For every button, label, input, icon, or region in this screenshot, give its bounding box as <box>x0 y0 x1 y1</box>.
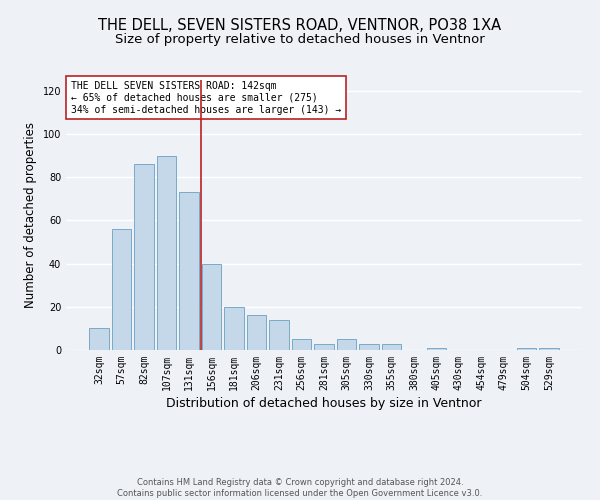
Bar <box>337 339 356 350</box>
Bar <box>224 307 244 350</box>
Bar <box>247 316 266 350</box>
Bar <box>517 348 536 350</box>
Bar <box>382 344 401 350</box>
X-axis label: Distribution of detached houses by size in Ventnor: Distribution of detached houses by size … <box>166 397 482 410</box>
Bar <box>539 348 559 350</box>
Bar <box>179 192 199 350</box>
Text: THE DELL, SEVEN SISTERS ROAD, VENTNOR, PO38 1XA: THE DELL, SEVEN SISTERS ROAD, VENTNOR, P… <box>98 18 502 32</box>
Bar <box>202 264 221 350</box>
Bar <box>112 229 131 350</box>
Bar <box>157 156 176 350</box>
Bar <box>292 339 311 350</box>
Bar <box>314 344 334 350</box>
Bar <box>427 348 446 350</box>
Y-axis label: Number of detached properties: Number of detached properties <box>24 122 37 308</box>
Bar <box>359 344 379 350</box>
Text: Size of property relative to detached houses in Ventnor: Size of property relative to detached ho… <box>115 32 485 46</box>
Bar <box>269 320 289 350</box>
Text: Contains HM Land Registry data © Crown copyright and database right 2024.
Contai: Contains HM Land Registry data © Crown c… <box>118 478 482 498</box>
Text: THE DELL SEVEN SISTERS ROAD: 142sqm
← 65% of detached houses are smaller (275)
3: THE DELL SEVEN SISTERS ROAD: 142sqm ← 65… <box>71 82 341 114</box>
Bar <box>134 164 154 350</box>
Bar <box>89 328 109 350</box>
